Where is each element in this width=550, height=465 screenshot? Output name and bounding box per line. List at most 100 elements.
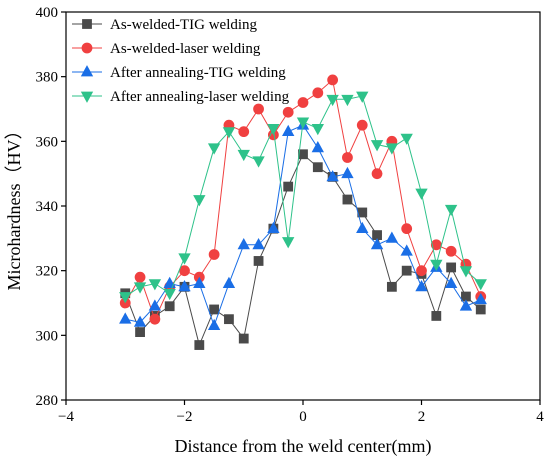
data-point [400,133,413,145]
series-1 [120,149,486,350]
data-point [134,271,146,283]
data-point [311,124,324,136]
legend-marker [81,42,93,54]
data-point [371,168,383,180]
data-point [415,280,428,292]
data-point [163,288,176,301]
data-point [385,143,399,155]
data-point [416,265,427,277]
data-point [459,266,473,278]
data-point [164,301,175,312]
legend-marker [80,65,94,77]
data-point [474,292,487,305]
data-point [148,299,162,311]
legend-marker [80,91,94,103]
legend: As-welded-TIG welding As-welded-laser wel… [72,17,290,105]
data-point [148,279,162,291]
data-point [430,259,443,272]
data-point [253,256,264,266]
data-point [133,282,147,294]
data-point [341,166,354,179]
legend-item: After annealing-TIG welding [72,65,286,81]
ticks-layer: −4 −2 0 2 4 280 300 320 340 360 380 400 [36,5,545,425]
x-tick-label: 2 [418,409,426,425]
data-point [342,152,353,163]
y-tick-label: 380 [36,70,59,86]
data-point [401,265,412,276]
data-point [474,279,487,291]
data-point [207,318,221,331]
series-4 [119,91,487,304]
data-point [119,292,132,304]
data-point [282,124,295,137]
data-point [178,253,191,265]
y-tick-label: 320 [36,264,59,280]
y-tick-label: 340 [36,199,59,215]
data-point [459,299,473,311]
data-point [178,280,191,292]
data-point [370,237,384,250]
data-point [327,74,339,86]
data-point [326,94,339,107]
legend-label: As-welded-laser welding [110,41,261,57]
data-point [312,87,324,99]
data-point [356,119,368,131]
data-point [475,304,486,315]
data-point [209,304,220,315]
data-point [296,117,310,129]
y-tick-label: 280 [36,393,59,409]
data-point [163,276,176,289]
data-point [133,315,147,327]
y-tick-label: 300 [36,328,59,344]
data-point [222,127,236,139]
data-point [282,237,295,249]
data-point [253,103,264,115]
data-point [237,149,250,162]
data-point [444,276,458,289]
data-point [342,194,353,205]
data-point [326,170,339,182]
data-point [445,245,457,257]
data-point [267,124,280,136]
y-tick-label: 360 [36,134,59,150]
data-point [341,94,354,107]
y-axis-title: Microhardness（HV） [4,122,24,291]
data-point [252,156,265,168]
data-point [356,91,369,103]
data-point [252,237,265,250]
data-point [224,314,234,325]
data-point [312,162,323,173]
data-point [311,140,324,153]
series-layer [119,74,487,350]
data-point [400,244,413,256]
data-point [149,313,161,325]
legend-label: After annealing-laser welding [110,89,290,105]
legend-item: After annealing-laser welding [72,89,290,105]
data-point [356,221,369,234]
data-point [238,126,250,138]
data-point [267,221,280,234]
x-tick-label: 0 [299,409,307,425]
data-point [446,262,457,273]
data-point [222,276,236,289]
data-point [415,188,428,200]
data-point [282,106,294,118]
data-point [401,223,413,235]
x-tick-label: 4 [536,409,544,425]
data-point [297,97,309,108]
legend-item: As-welded-TIG welding [72,17,258,33]
series-line [124,78,482,321]
data-point [385,231,399,243]
legend-label: As-welded-TIG welding [110,17,258,33]
data-point [370,140,384,152]
series-line [124,153,482,347]
data-point [237,237,250,250]
data-point [283,181,294,192]
x-tick-label: −2 [177,409,193,425]
legend-marker [82,19,92,29]
data-point [208,249,220,260]
data-point [193,276,206,289]
data-point [238,333,249,344]
data-point [193,195,206,207]
